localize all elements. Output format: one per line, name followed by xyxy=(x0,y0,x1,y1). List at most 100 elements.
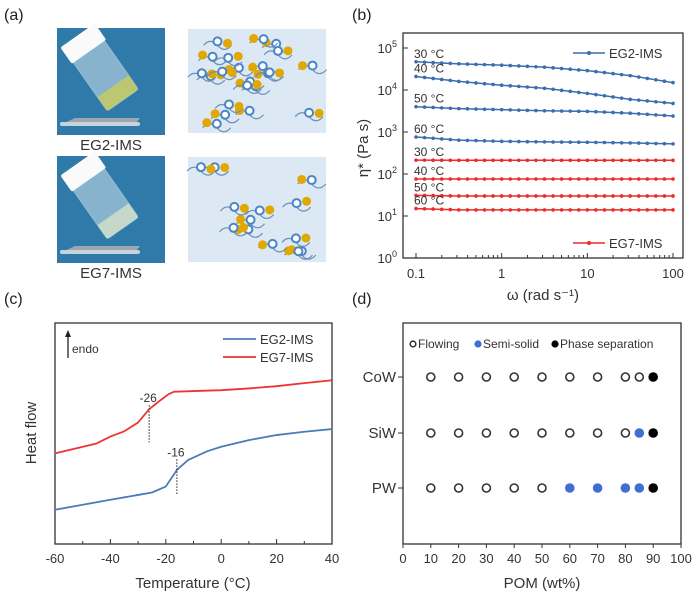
data-point xyxy=(568,177,573,181)
data-point xyxy=(645,177,650,181)
x-axis-title: POM (wt%) xyxy=(504,575,581,592)
data-point-semi xyxy=(592,483,603,493)
data-point xyxy=(422,193,427,198)
data-point xyxy=(654,158,658,163)
temperature-label: 30 °C xyxy=(414,145,444,159)
series-line xyxy=(54,379,333,455)
data-point-semi xyxy=(634,428,645,438)
data-point xyxy=(551,158,555,163)
data-point xyxy=(594,109,598,114)
x-tick-label: 50 xyxy=(535,551,549,566)
data-point xyxy=(645,141,650,146)
data-point xyxy=(431,105,435,110)
data-point xyxy=(671,101,675,106)
data-point xyxy=(559,88,564,93)
data-point xyxy=(551,66,555,70)
data-point xyxy=(611,140,615,145)
data-point xyxy=(671,80,675,85)
data-point xyxy=(465,208,470,212)
data-point xyxy=(499,107,504,112)
data-point xyxy=(422,158,427,162)
data-point xyxy=(414,177,418,181)
cation-icon xyxy=(211,118,222,129)
data-point xyxy=(645,158,650,163)
data-point xyxy=(611,110,615,115)
data-point xyxy=(491,208,495,212)
data-point xyxy=(645,76,650,81)
data-point xyxy=(525,177,530,181)
data-point xyxy=(499,208,504,212)
data-point xyxy=(448,61,453,66)
legend-marker xyxy=(551,340,559,348)
data-point xyxy=(439,106,444,110)
cation-icon xyxy=(242,80,253,91)
data-point xyxy=(525,64,530,69)
data-point xyxy=(499,194,504,198)
data-point xyxy=(439,207,444,212)
data-point-flowing xyxy=(537,372,547,382)
x-tick-label: 100 xyxy=(662,266,684,281)
data-point xyxy=(645,194,650,198)
cation-icon xyxy=(229,201,240,212)
panel-d-phase-chart: 0 10 20 30 40 50 60 70 80 90 100 POM (wt%) CoW SiW PW F… xyxy=(363,322,692,592)
data-point xyxy=(559,66,564,71)
cation-icon xyxy=(264,67,275,78)
data-point xyxy=(534,194,538,198)
data-point xyxy=(525,194,530,198)
x-tick-label: 40 xyxy=(325,551,339,566)
data-point-flowing xyxy=(425,483,436,493)
data-point xyxy=(602,70,607,75)
data-point xyxy=(559,177,564,181)
series-line xyxy=(415,61,674,84)
data-point xyxy=(457,62,461,66)
data-point xyxy=(534,177,538,181)
data-point xyxy=(576,90,581,95)
data-point xyxy=(611,194,615,198)
y-axis-title: η* (Pa s) xyxy=(355,119,372,177)
data-point xyxy=(517,208,521,212)
data-point xyxy=(559,208,564,212)
anion-icon xyxy=(302,196,312,206)
x-axis-title: Temperature (°C) xyxy=(135,575,250,592)
data-point xyxy=(534,140,538,144)
data-point xyxy=(465,194,470,198)
data-point-flowing xyxy=(481,428,492,438)
data-point xyxy=(491,177,495,181)
data-point xyxy=(534,108,538,113)
data-point xyxy=(525,158,530,163)
data-point xyxy=(542,65,547,69)
data-point-flowing xyxy=(453,428,464,438)
x-tick-label: 0 xyxy=(399,551,406,566)
data-point xyxy=(474,194,478,198)
data-point xyxy=(499,139,504,144)
legend-marker xyxy=(587,241,591,245)
x-tick-label: 20 xyxy=(451,551,465,566)
x-tick-label: 20 xyxy=(269,551,283,566)
data-point xyxy=(482,177,487,181)
data-point xyxy=(551,109,555,113)
anion-icon xyxy=(265,205,275,215)
anion-icon xyxy=(207,69,217,79)
data-point xyxy=(636,98,641,102)
anion-icon xyxy=(283,246,293,256)
data-point xyxy=(431,177,435,181)
cation-icon xyxy=(304,107,315,118)
data-point-flowing xyxy=(425,428,436,438)
data-point xyxy=(474,107,478,111)
data-point xyxy=(457,208,461,212)
data-point-flowing xyxy=(453,483,464,493)
data-point xyxy=(619,208,624,212)
data-point xyxy=(465,158,470,163)
data-point xyxy=(619,158,624,163)
data-point xyxy=(628,194,632,198)
data-point xyxy=(628,141,632,145)
anion-icon xyxy=(210,109,220,119)
anion-icon xyxy=(252,80,262,90)
x-tick-label: -20 xyxy=(156,551,175,566)
data-point xyxy=(542,86,547,91)
data-point xyxy=(568,89,573,94)
anion-icon xyxy=(301,233,311,243)
data-point xyxy=(619,177,624,181)
data-point xyxy=(611,158,615,163)
data-point xyxy=(508,158,513,163)
